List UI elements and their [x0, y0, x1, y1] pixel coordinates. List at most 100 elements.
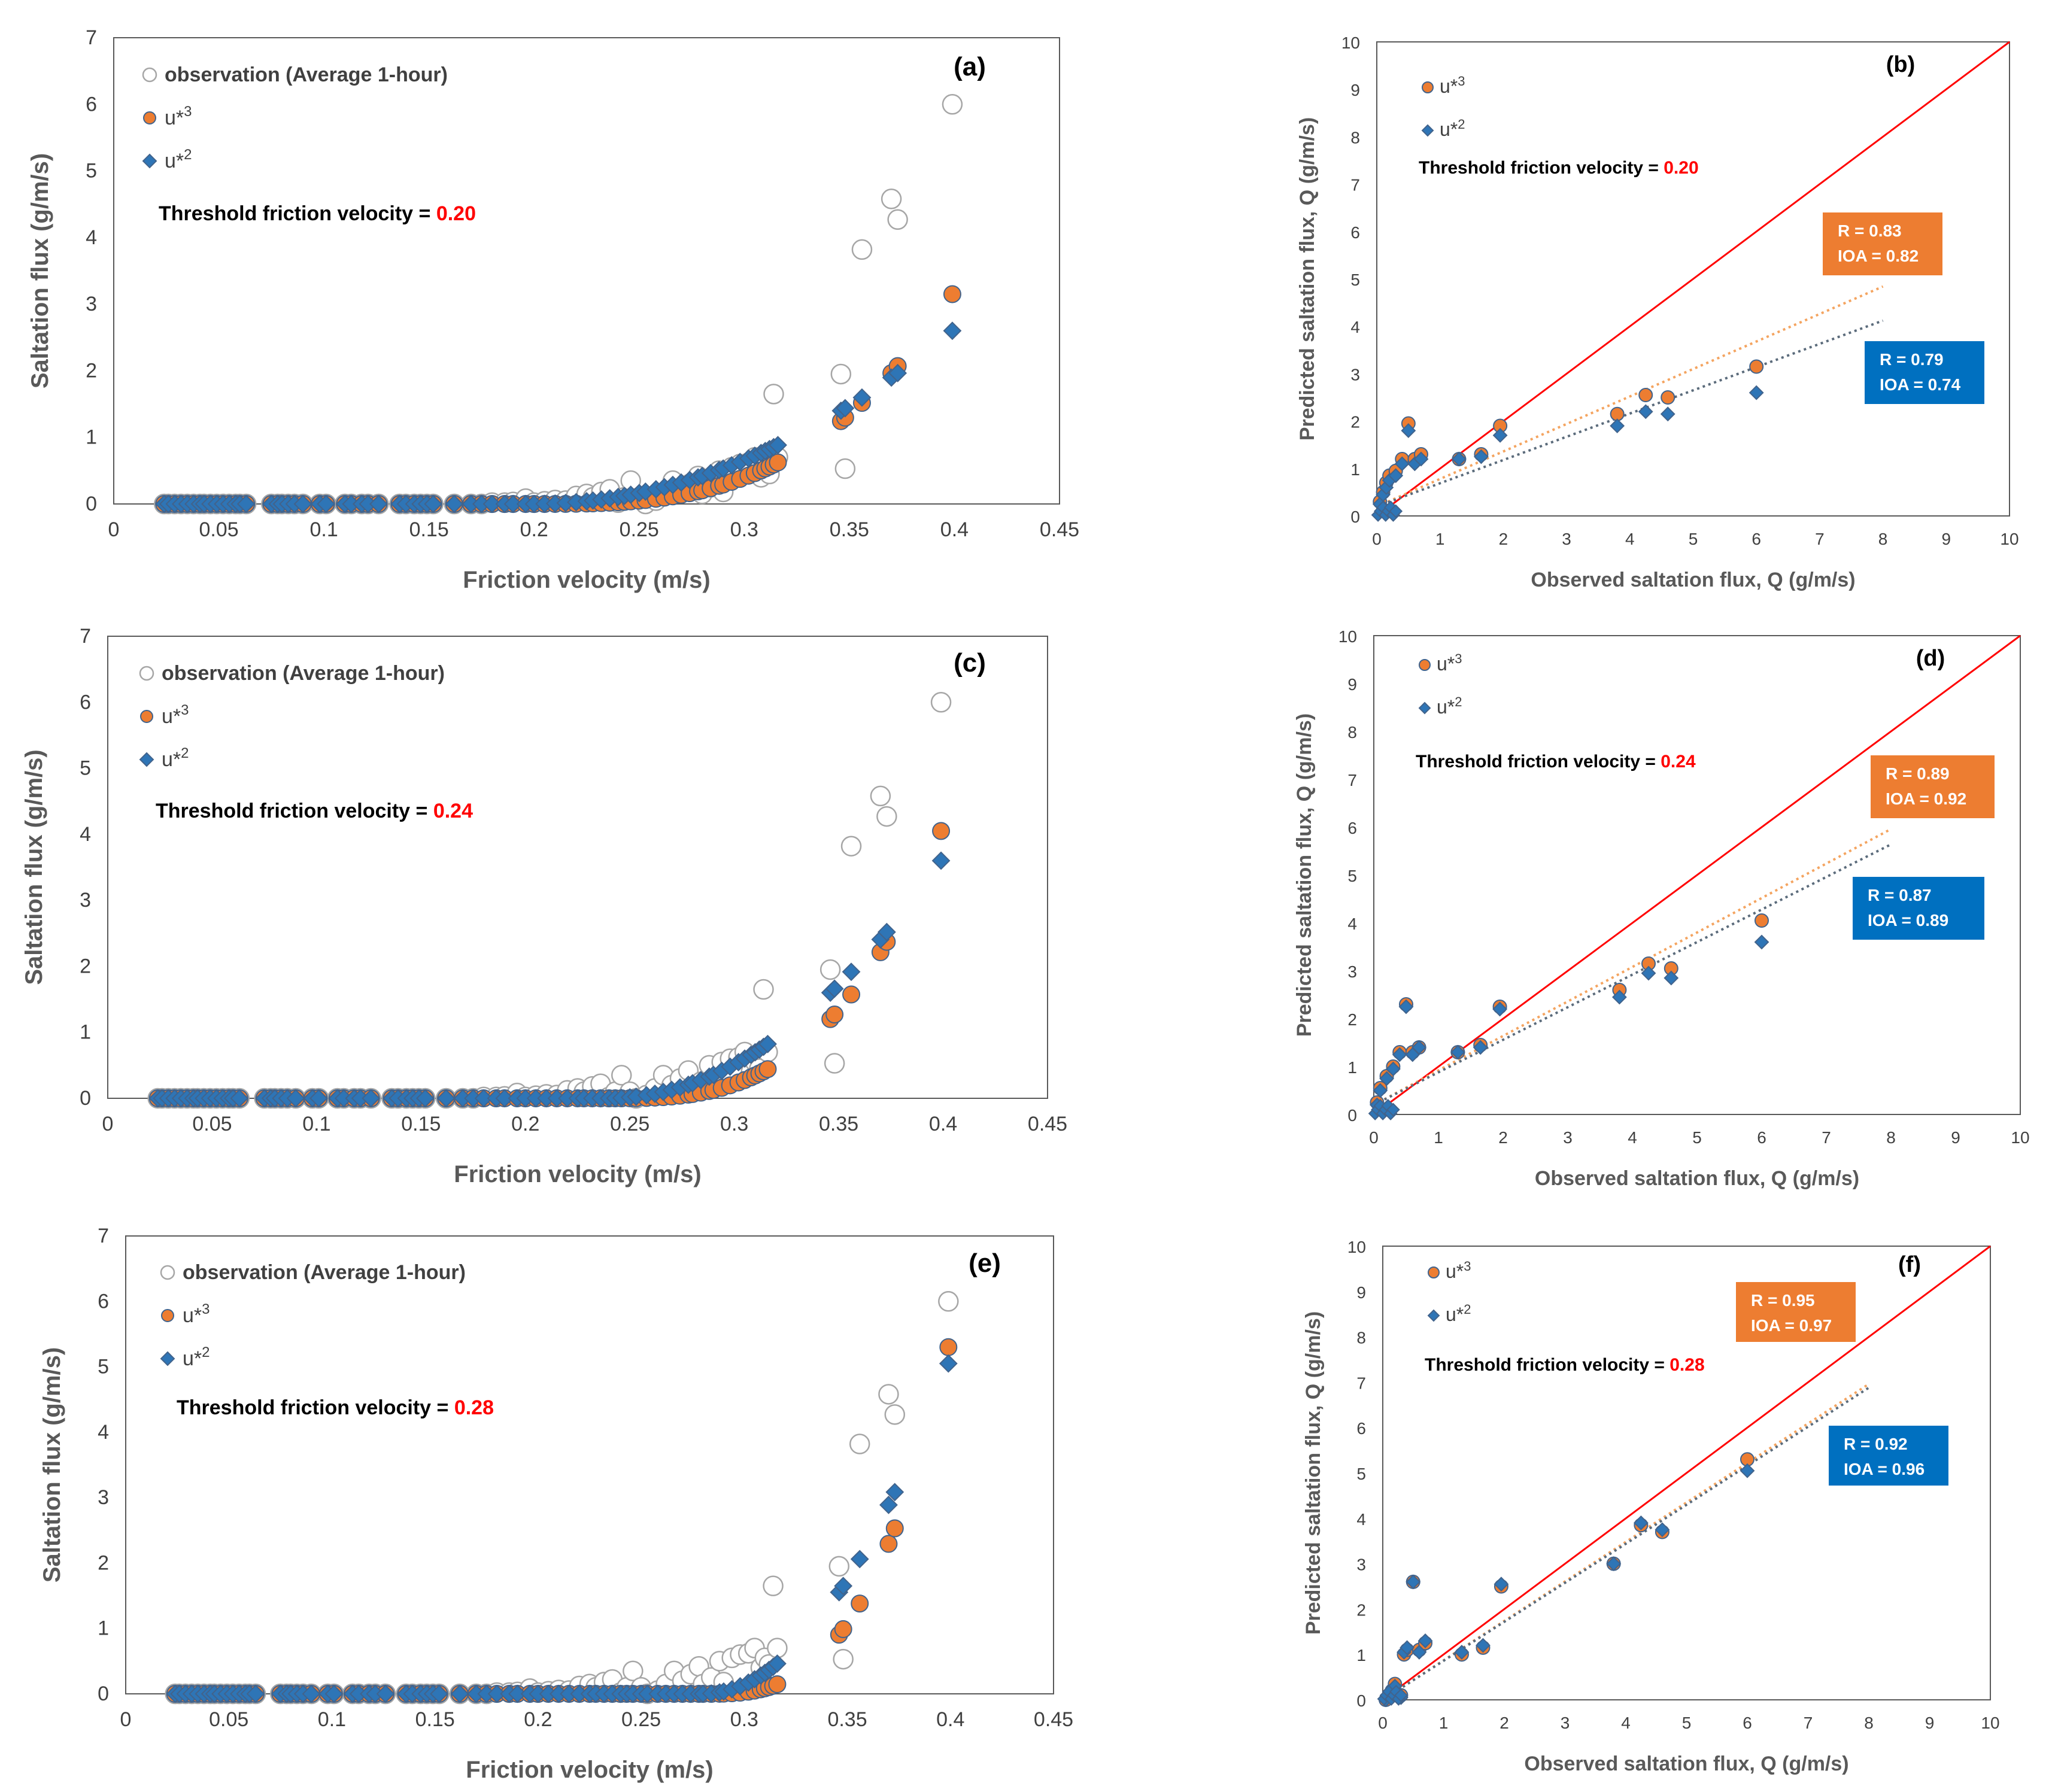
u3-trendline — [1376, 285, 1884, 508]
x-tick-label: 0.2 — [524, 1708, 552, 1731]
y-tick-label: 2 — [86, 359, 97, 382]
x-tick-label: 0 — [1372, 530, 1382, 548]
u2-point — [236, 494, 256, 514]
threshold-value: 0.20 — [1664, 158, 1698, 178]
threshold-value: 0.20 — [436, 202, 476, 225]
u2-point — [1386, 1102, 1400, 1117]
legend-observation-marker — [142, 67, 157, 83]
y-tick-label: 6 — [86, 93, 97, 116]
legend-u3-marker — [1419, 659, 1431, 671]
u2-point — [825, 979, 844, 998]
u2-point — [1406, 1574, 1421, 1590]
observation-point — [876, 806, 897, 827]
u3-point — [939, 1338, 958, 1356]
x-tick-label: 0 — [108, 518, 120, 541]
u2-point — [1388, 468, 1404, 484]
x-tick-label: 0.45 — [1028, 1113, 1067, 1135]
u2-point — [769, 436, 787, 455]
legend-u3-marker — [1422, 81, 1434, 93]
observation-point — [830, 363, 852, 385]
one-to-one-line — [1373, 634, 2021, 1116]
x-tick-label: 10 — [1981, 1714, 1999, 1732]
stats-u2-r: R = 0.87 — [1868, 886, 1932, 904]
legend-u3-marker — [143, 111, 156, 124]
observation-point — [930, 692, 952, 713]
y-tick-label: 5 — [98, 1356, 109, 1378]
y-tick-label: 0 — [1356, 1691, 1366, 1710]
y-tick-label: 6 — [1350, 223, 1360, 242]
panel-label: (a) — [954, 52, 986, 81]
u2-point — [888, 363, 907, 382]
u2-point — [436, 1089, 456, 1108]
u3-point — [1638, 388, 1653, 403]
u2-point — [1400, 1640, 1415, 1656]
u2-point — [1664, 970, 1679, 986]
y-tick-label: 3 — [98, 1486, 109, 1509]
legend-u3-label: u*3 — [1437, 651, 1462, 675]
y-tick-label: 6 — [98, 1290, 109, 1313]
chart-panel-e: 0 0.05 0.1 0.15 0.2 0.25 0.3 0.35 0.4 0.45 0 1 2 3 4 5 6… — [39, 1225, 1073, 1783]
u2-point — [415, 1089, 435, 1108]
stats-u3-r: R = 0.89 — [1886, 764, 1950, 783]
u2-point — [1660, 406, 1675, 422]
y-tick-label: 5 — [1356, 1465, 1366, 1483]
observation-point — [833, 1648, 854, 1670]
y-axis-label: Predicted saltation flux, Q (g/m/s) — [1302, 1311, 1325, 1635]
u3-point — [932, 822, 951, 840]
y-tick-label: 1 — [1350, 460, 1360, 479]
u2-point — [1638, 404, 1653, 420]
u2-point — [302, 1684, 321, 1703]
x-tick-label: 0.35 — [827, 1708, 867, 1731]
u2-point — [1473, 1040, 1488, 1055]
y-axis-label: Saltation flux (g/m/s) — [39, 1347, 65, 1583]
x-tick-label: 0.4 — [929, 1113, 957, 1135]
threshold-value: 0.24 — [1661, 752, 1696, 772]
legend-u3-superscript: 3 — [1464, 1259, 1471, 1274]
x-tick-label: 4 — [1621, 1714, 1631, 1732]
legend-u2-marker — [142, 153, 157, 169]
y-tick-label: 3 — [80, 889, 91, 912]
y-tick-label: 6 — [80, 691, 91, 713]
y-tick-label: 5 — [86, 160, 97, 183]
u2-point — [768, 1654, 787, 1673]
y-axis-label: Saltation flux (g/m/s) — [21, 749, 47, 985]
legend-u2-label: u*2 — [183, 1344, 210, 1370]
u3-point — [1749, 359, 1764, 374]
x-tick-label: 0.15 — [401, 1113, 441, 1135]
u2-point — [503, 494, 523, 514]
y-tick-label: 8 — [1356, 1329, 1366, 1347]
u2-point — [324, 1684, 344, 1703]
legend-u2-marker — [1421, 124, 1434, 137]
stats-u3-r: R = 0.95 — [1751, 1291, 1815, 1310]
x-tick-label: 1 — [1439, 1714, 1449, 1732]
x-tick-label: 0.15 — [415, 1708, 455, 1731]
x-tick-label: 10 — [2011, 1128, 2029, 1147]
u2-point — [369, 494, 388, 514]
y-tick-label: 0 — [98, 1682, 109, 1705]
observation-point — [763, 384, 784, 405]
y-tick-label: 6 — [1347, 819, 1357, 837]
x-axis-label: Observed saltation flux, Q (g/m/s) — [1524, 1752, 1848, 1775]
x-tick-label: 0.3 — [730, 518, 758, 541]
y-tick-label: 8 — [1350, 128, 1360, 147]
u3-point — [943, 285, 961, 303]
u2-point — [293, 494, 312, 514]
threshold-annotation: Threshold friction velocity = 0.24 — [1416, 752, 1696, 772]
u2-point — [1492, 427, 1508, 443]
x-tick-label: 2 — [1499, 1714, 1509, 1732]
u2-point — [1398, 999, 1414, 1015]
u2-point — [424, 494, 443, 514]
x-tick-label: 0.05 — [192, 1113, 232, 1135]
u2-point — [1655, 1522, 1670, 1538]
y-tick-label: 2 — [80, 955, 91, 977]
u2-point — [362, 1089, 381, 1108]
y-tick-label: 2 — [98, 1551, 109, 1574]
u2-point — [230, 1089, 249, 1108]
x-tick-label: 7 — [1815, 530, 1825, 548]
u2-point — [309, 1089, 328, 1108]
u2-point — [1610, 418, 1625, 433]
x-tick-label: 0.1 — [318, 1708, 346, 1731]
stats-box-u2 — [1865, 341, 1984, 404]
observation-point — [878, 1384, 899, 1405]
